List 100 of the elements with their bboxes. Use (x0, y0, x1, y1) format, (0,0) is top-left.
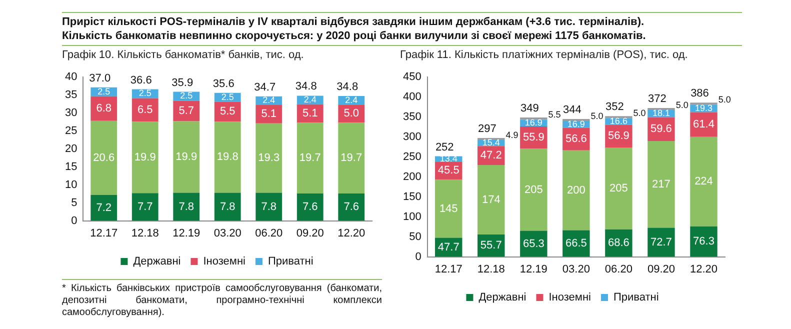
y-tick-label: 300 (402, 130, 422, 143)
bar (338, 193, 365, 221)
bar (90, 194, 118, 221)
data-label: 5.7 (178, 105, 194, 118)
legend-label: Державні (478, 292, 526, 304)
data-label: 16.9 (567, 118, 585, 129)
bar (520, 148, 548, 231)
chart-title: Приріст кількості POS-терміналів у IV кварталі відбувся завдяки іншим держбанкам (+3.6 тис. терміналів). Кількість банкоматів невпинно скорочується: у 2020 році банки вилучили зі своєї мережі 1175 банкоматів. (62, 12, 742, 46)
data-label: 61.4 (693, 118, 714, 131)
bar (173, 192, 200, 221)
bar (605, 147, 632, 230)
y-tick-label: 50 (409, 230, 422, 243)
bar (478, 165, 505, 235)
bar (690, 226, 718, 257)
data-label: 7.8 (261, 200, 277, 213)
data-label: 7.8 (178, 200, 194, 213)
x-tick-label: 06.20 (604, 263, 632, 276)
y-tick-label: 350 (402, 110, 422, 123)
x-tick-label: 03.20 (562, 263, 590, 276)
data-label: 19.7 (340, 152, 362, 164)
data-label: 6.5 (137, 104, 153, 116)
data-label: 205 (524, 184, 543, 196)
data-label: 55.7 (480, 240, 502, 252)
x-tick-label: 09.20 (647, 263, 675, 276)
x-tick-label: 12.20 (690, 263, 718, 276)
y-tick-label: 400 (402, 91, 422, 104)
data-label: 4.9 (506, 130, 518, 140)
y-tick-label: 5 (71, 196, 78, 209)
total-label: 34.8 (295, 80, 317, 93)
y-tick-label: 100 (402, 210, 422, 223)
data-label: 217 (652, 178, 670, 190)
total-label: 386 (690, 88, 709, 100)
y-tick-label: 15 (64, 160, 78, 173)
data-label: 56.9 (608, 130, 630, 142)
data-label: 7.8 (220, 200, 236, 213)
y-tick-label: 10 (64, 178, 78, 191)
data-label: 145 (439, 202, 458, 215)
data-label: 5.0 (590, 110, 604, 121)
total-label: 297 (478, 123, 496, 136)
data-label: 5.1 (261, 108, 277, 120)
bar (132, 122, 158, 194)
data-label: 68.6 (608, 237, 630, 250)
y-tick-label: 0 (415, 250, 422, 263)
bar (256, 192, 282, 221)
x-tick-label: 03.20 (214, 227, 242, 240)
data-label: 19.9 (134, 151, 156, 164)
x-tick-label: 06.20 (255, 227, 283, 240)
data-label: 205 (610, 182, 628, 194)
bar (338, 122, 365, 194)
bar (132, 193, 158, 221)
x-tick-label: 12.20 (338, 227, 366, 240)
data-label: 19.8 (216, 151, 238, 164)
bar (214, 192, 241, 221)
data-label: 5.5 (548, 110, 561, 120)
bar (648, 141, 675, 228)
total-label: 35.6 (212, 78, 234, 90)
text: * Кількість банківських пристроїв самообслуговування (банкомати, депозитні банкомати, програмно-технічні комплекси самообслуговування). (62, 279, 382, 319)
data-label: 5.0 (344, 108, 360, 120)
data-label: 7.6 (302, 201, 318, 214)
data-label: 224 (694, 176, 713, 188)
data-label: 56.6 (565, 133, 587, 146)
data-label: 5.0 (718, 94, 731, 105)
total-label: 352 (606, 101, 624, 114)
data-label: 47.7 (438, 241, 460, 254)
data-label: 2.5 (98, 86, 110, 96)
x-tick-label: 12.17 (434, 263, 462, 276)
data-label: 20.6 (93, 152, 115, 164)
data-label: 16.6 (610, 116, 628, 126)
legend-label: Іноземні (548, 292, 591, 304)
chart-subtitle: Графік 10. Кількість банкоматів* банків, тис. од. (62, 49, 305, 63)
data-label: 6.8 (96, 102, 112, 115)
total-label: 349 (520, 102, 539, 115)
legend-label: Державні (133, 256, 181, 268)
bar (648, 228, 675, 257)
bar (256, 123, 282, 193)
data-label: 5.0 (633, 108, 646, 118)
data-label: 5.1 (302, 108, 318, 120)
data-label: 66.5 (565, 238, 587, 250)
data-label: 2.4 (304, 94, 316, 104)
total-label: 252 (435, 141, 454, 154)
data-label: 18.1 (652, 108, 670, 118)
data-label: 45.5 (438, 164, 460, 177)
bar (562, 150, 590, 230)
bar (690, 136, 718, 226)
chart-subtitle: Графік 11. Кількість платіжних терміналів (POS), тис. од. (400, 49, 689, 63)
data-label: 59.6 (650, 123, 672, 136)
bar (214, 122, 241, 193)
y-tick-label: 150 (402, 190, 422, 203)
data-label: 16.9 (524, 118, 542, 128)
total-label: 36.6 (130, 74, 152, 86)
data-label: 47.2 (480, 150, 502, 162)
bar (256, 105, 282, 124)
y-tick-label: 200 (402, 170, 422, 183)
y-tick-label: 35 (64, 89, 78, 102)
bar (435, 180, 462, 238)
y-tick-label: 30 (64, 106, 78, 119)
data-label: 2.4 (262, 95, 276, 106)
data-label: 19.7 (299, 152, 321, 164)
total-label: 37.0 (89, 72, 111, 84)
bar (173, 100, 200, 122)
